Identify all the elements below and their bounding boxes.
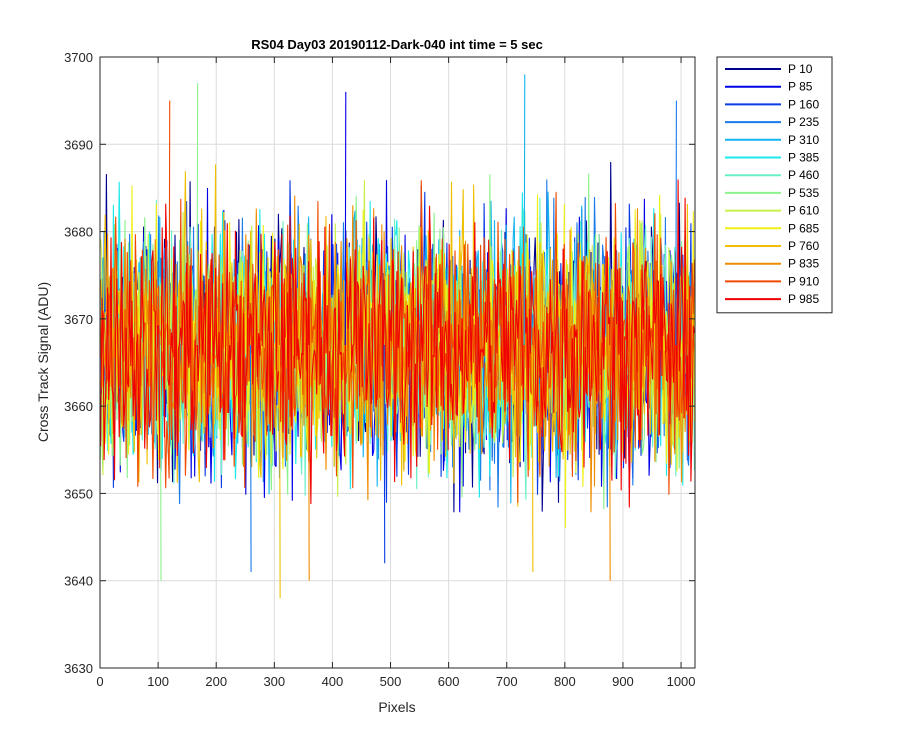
extreme-spike xyxy=(675,100,677,346)
x-tick-label: 900 xyxy=(612,674,634,689)
extreme-spike xyxy=(278,345,281,599)
legend: P 10 P 85 P 160 P 235 P 310 P 385 P 460 P 535 P … xyxy=(716,56,833,314)
y-tick-label: 3640 xyxy=(64,574,93,589)
extreme-spike xyxy=(196,83,199,346)
extreme-spike xyxy=(531,345,534,572)
y-tick-label: 3670 xyxy=(64,312,93,327)
legend-label: P 160 xyxy=(788,97,819,111)
legend-label: P 85 xyxy=(788,80,813,94)
series-lines xyxy=(100,74,695,599)
x-tick-label: 200 xyxy=(205,674,227,689)
legend-label: P 535 xyxy=(788,186,819,200)
legend-label: P 760 xyxy=(788,239,819,253)
extreme-spike xyxy=(168,100,171,346)
y-tick-label: 3630 xyxy=(64,661,93,676)
plot-frame xyxy=(99,56,696,669)
legend-label: P 235 xyxy=(788,115,819,129)
legend-box xyxy=(716,56,833,314)
x-tick-label: 0 xyxy=(96,674,103,689)
series-line xyxy=(100,179,695,508)
extreme-spike xyxy=(159,345,162,581)
x-tick-label: 100 xyxy=(147,674,169,689)
x-tick-label: 600 xyxy=(438,674,460,689)
x-tick-label: 400 xyxy=(322,674,344,689)
extreme-spike xyxy=(523,74,526,346)
extreme-spike xyxy=(249,345,252,572)
y-tick-label: 3680 xyxy=(64,225,93,240)
legend-label: P 835 xyxy=(788,257,819,271)
legend-label: P 460 xyxy=(788,168,819,182)
x-tick-label: 800 xyxy=(554,674,576,689)
x-tick-label: 1000 xyxy=(667,674,696,689)
y-axis-label: Cross Track Signal (ADU) xyxy=(35,282,51,442)
legend-label: P 910 xyxy=(788,274,819,288)
legend-label: P 985 xyxy=(788,292,819,306)
y-tick-label: 3690 xyxy=(64,137,93,152)
y-tick-label: 3650 xyxy=(64,486,93,501)
legend-label: P 10 xyxy=(788,62,813,76)
y-tick-label: 3700 xyxy=(64,50,93,65)
x-tick-label: 500 xyxy=(380,674,402,689)
extreme-spike xyxy=(609,345,611,581)
extreme-spike xyxy=(383,345,386,564)
x-tick-label: 300 xyxy=(263,674,285,689)
x-tick-label: 700 xyxy=(496,674,518,689)
axis-ticks: 0 100 200 300 400 500 600 700 800 900 1000 3630 3640… xyxy=(64,50,695,689)
legend-label: P 610 xyxy=(788,204,819,218)
chart-title: RS04 Day03 20190112-Dark-040 int time = … xyxy=(251,37,543,52)
legend-label: P 310 xyxy=(788,133,819,147)
y-tick-label: 3660 xyxy=(64,399,93,414)
legend-label: P 385 xyxy=(788,151,819,165)
x-axis-label: Pixels xyxy=(378,699,415,715)
legend-label: P 685 xyxy=(788,221,819,235)
extreme-spike xyxy=(344,91,347,346)
extreme-spike xyxy=(308,345,310,581)
